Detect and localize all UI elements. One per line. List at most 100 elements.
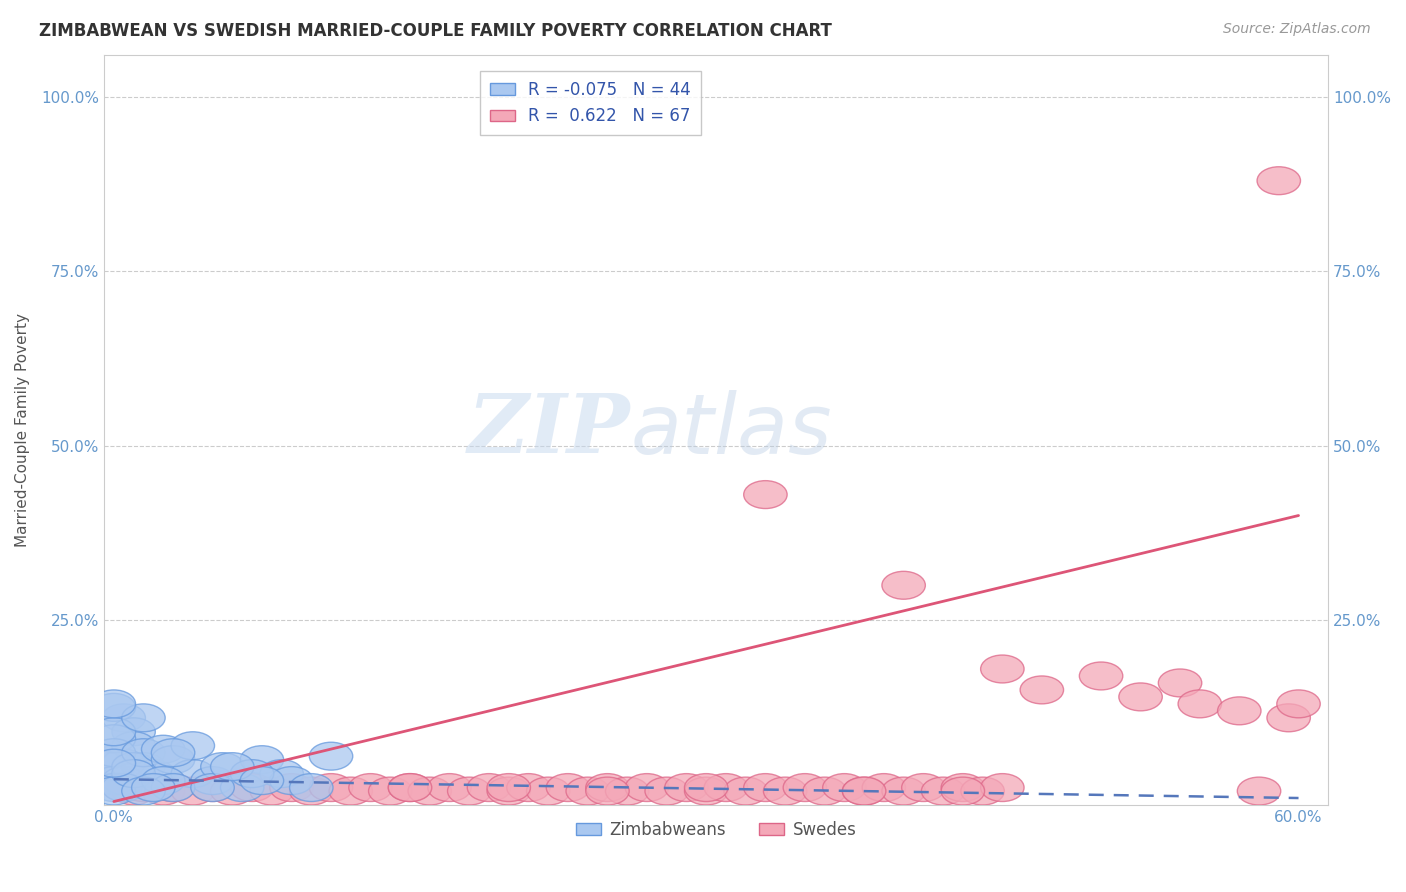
Ellipse shape [1080,662,1123,690]
Ellipse shape [142,766,186,795]
Ellipse shape [172,760,215,788]
Ellipse shape [93,766,135,795]
Ellipse shape [142,777,186,805]
Ellipse shape [221,773,264,802]
Ellipse shape [901,773,945,802]
Ellipse shape [1159,669,1202,697]
Ellipse shape [626,773,669,802]
Ellipse shape [93,753,135,780]
Ellipse shape [941,773,984,802]
Ellipse shape [191,773,235,802]
Ellipse shape [408,777,451,805]
Ellipse shape [921,777,965,805]
Ellipse shape [1119,683,1163,711]
Ellipse shape [152,773,195,802]
Ellipse shape [941,777,984,805]
Ellipse shape [132,773,176,802]
Ellipse shape [467,773,510,802]
Ellipse shape [152,773,195,802]
Ellipse shape [132,760,176,788]
Ellipse shape [103,704,145,731]
Ellipse shape [172,777,215,805]
Ellipse shape [823,773,866,802]
Ellipse shape [803,777,846,805]
Y-axis label: Married-Couple Family Poverty: Married-Couple Family Poverty [15,313,30,547]
Ellipse shape [103,749,145,777]
Ellipse shape [685,773,728,802]
Ellipse shape [122,773,165,802]
Ellipse shape [93,746,135,773]
Ellipse shape [231,773,274,802]
Ellipse shape [447,777,491,805]
Ellipse shape [152,739,195,766]
Ellipse shape [862,773,905,802]
Ellipse shape [567,777,609,805]
Ellipse shape [1257,167,1301,194]
Ellipse shape [1218,697,1261,725]
Ellipse shape [191,773,235,802]
Ellipse shape [290,773,333,802]
Ellipse shape [172,731,215,760]
Ellipse shape [112,731,155,760]
Ellipse shape [103,773,145,802]
Text: Source: ZipAtlas.com: Source: ZipAtlas.com [1223,22,1371,37]
Ellipse shape [586,777,628,805]
Ellipse shape [882,777,925,805]
Ellipse shape [744,481,787,508]
Ellipse shape [842,777,886,805]
Ellipse shape [93,739,135,766]
Ellipse shape [1267,704,1310,731]
Ellipse shape [260,760,304,788]
Text: ZIMBABWEAN VS SWEDISH MARRIED-COUPLE FAMILY POVERTY CORRELATION CHART: ZIMBABWEAN VS SWEDISH MARRIED-COUPLE FAM… [39,22,832,40]
Ellipse shape [744,773,787,802]
Ellipse shape [240,746,284,773]
Ellipse shape [665,773,709,802]
Ellipse shape [329,777,373,805]
Ellipse shape [882,572,925,599]
Ellipse shape [191,766,235,795]
Ellipse shape [368,777,412,805]
Ellipse shape [309,742,353,770]
Ellipse shape [606,777,650,805]
Ellipse shape [103,773,145,802]
Ellipse shape [93,777,135,805]
Ellipse shape [122,753,165,780]
Text: ZIP: ZIP [468,390,630,470]
Ellipse shape [201,753,245,780]
Ellipse shape [231,760,274,788]
Ellipse shape [645,777,689,805]
Ellipse shape [763,777,807,805]
Ellipse shape [486,773,530,802]
Ellipse shape [152,746,195,773]
Ellipse shape [103,766,145,795]
Ellipse shape [112,718,155,746]
Ellipse shape [586,773,628,802]
Ellipse shape [270,773,314,802]
Ellipse shape [93,749,135,777]
Ellipse shape [685,777,728,805]
Ellipse shape [547,773,589,802]
Ellipse shape [211,777,254,805]
Ellipse shape [93,725,135,753]
Text: atlas: atlas [630,390,832,471]
Ellipse shape [506,773,550,802]
Ellipse shape [1237,777,1281,805]
Ellipse shape [704,773,748,802]
Ellipse shape [112,777,155,805]
Ellipse shape [388,773,432,802]
Ellipse shape [1178,690,1222,718]
Ellipse shape [240,766,284,795]
Ellipse shape [142,735,186,764]
Legend: Zimbabweans, Swedes: Zimbabweans, Swedes [569,814,863,846]
Ellipse shape [349,773,392,802]
Ellipse shape [960,777,1004,805]
Ellipse shape [122,777,165,805]
Ellipse shape [526,777,569,805]
Ellipse shape [250,777,294,805]
Ellipse shape [122,704,165,731]
Ellipse shape [309,773,353,802]
Ellipse shape [486,777,530,805]
Ellipse shape [132,773,176,802]
Ellipse shape [1021,676,1063,704]
Ellipse shape [980,773,1024,802]
